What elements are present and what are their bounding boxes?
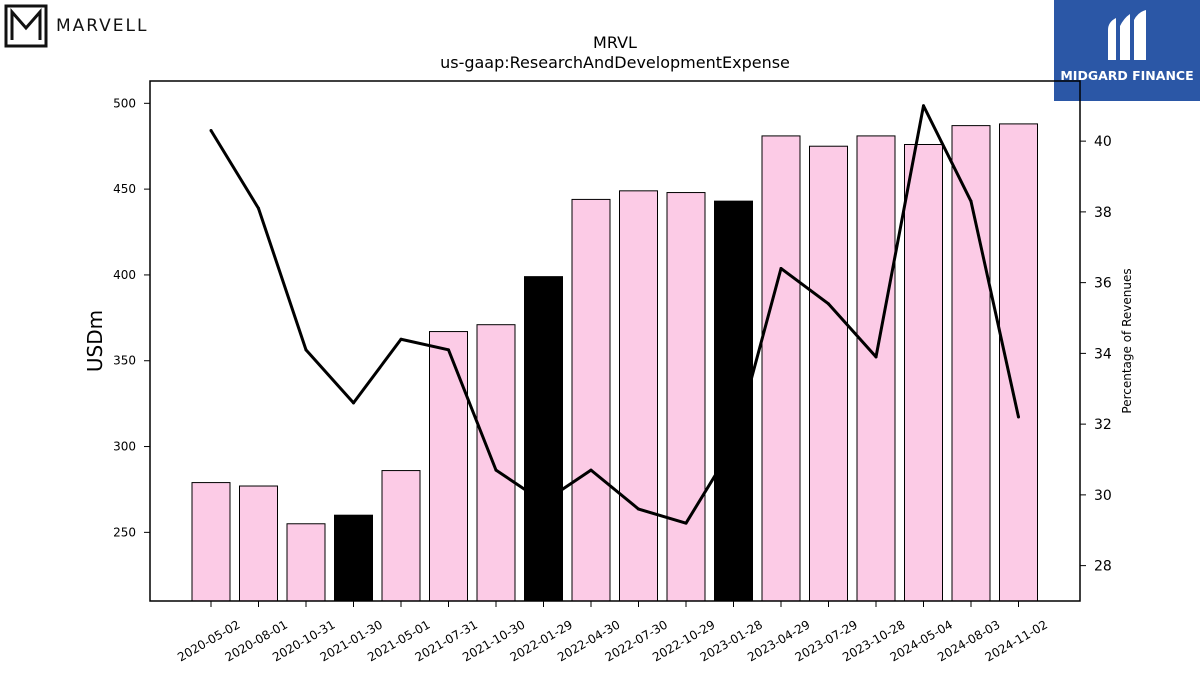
y2-tick-label: 30 (1094, 488, 1112, 504)
bar-2021-01-30 (334, 514, 373, 602)
line-point-2021-07-31 (447, 348, 450, 352)
line-point-2023-01-28 (732, 443, 735, 447)
y2-tick-label: 32 (1094, 417, 1112, 433)
y2-tick-label: 40 (1094, 134, 1112, 150)
line-point-2021-10-30 (494, 468, 498, 472)
y2-axis-label: Percentage of Revenues (1120, 268, 1134, 413)
marvell-logo: MARVELL (4, 4, 164, 48)
midgard-mark-icon (1108, 10, 1146, 60)
bar-2023-07-29 (809, 145, 848, 602)
bar-2022-10-29 (666, 192, 706, 602)
line-point-2023-04-29 (779, 266, 783, 270)
y-axis-left: 250 300 350 400 450 500 (113, 96, 150, 539)
bar-2023-04-29 (761, 135, 801, 602)
bar-2020-05-02 (191, 482, 231, 602)
chart-subtitle: us-gaap:ResearchAndDevelopmentExpense (440, 53, 790, 72)
marvell-wordmark: MARVELL (56, 16, 149, 36)
y2-tick-label: 38 (1094, 205, 1112, 221)
y-tick-label: 250 (113, 525, 136, 539)
y-tick-label: 500 (113, 96, 136, 110)
y-tick-label: 400 (113, 268, 136, 282)
midgard-finance-wordmark: MIDGARD FINANCE (1060, 68, 1194, 83)
bar-2023-10-28 (856, 135, 896, 602)
bar-2020-08-01 (239, 485, 278, 602)
line-point-2022-07-30 (637, 507, 640, 511)
midgard-finance-logo: MIDGARD FINANCE (1054, 0, 1200, 101)
line-point-2024-08-03 (969, 199, 973, 203)
line-point-2022-04-30 (589, 468, 593, 472)
line-point-2021-05-01 (399, 337, 403, 341)
y-axis-right: 28 30 32 34 36 38 40 (1080, 134, 1112, 575)
bar-2021-10-30 (476, 324, 516, 602)
line-series (209, 104, 1020, 525)
bar-2022-01-29 (524, 276, 563, 602)
bar-2021-07-31 (429, 331, 468, 602)
y-tick-label: 300 (113, 440, 136, 454)
line-point-2023-07-29 (827, 302, 830, 306)
line-point-2024-11-02 (1017, 415, 1020, 419)
line-point-2020-05-02 (209, 129, 213, 133)
bar-2024-05-04 (904, 143, 943, 602)
percentage-line (209, 104, 1020, 525)
y-tick-label: 350 (113, 354, 136, 368)
bar-2022-07-30 (619, 190, 658, 602)
bar-2022-04-30 (571, 198, 611, 602)
x-axis: 2020-05-022020-08-012020-10-312021-01-30… (175, 601, 1050, 664)
line-point-2020-10-31 (304, 348, 308, 352)
y2-tick-label: 34 (1094, 346, 1112, 362)
line-point-2022-10-29 (684, 521, 688, 525)
y-tick-label: 450 (113, 182, 136, 196)
plot-frame (149, 80, 1081, 602)
y2-tick-label: 28 (1094, 559, 1112, 575)
line-point-2023-10-28 (874, 355, 878, 359)
line-point-2021-01-30 (352, 401, 355, 405)
line-point-2024-05-04 (922, 104, 925, 108)
bar-2020-10-31 (286, 523, 326, 602)
chart-title: MRVL (593, 33, 637, 52)
marvell-mark-icon (4, 4, 48, 48)
bar-2024-08-03 (951, 125, 991, 602)
y-axis-label: USDm (83, 310, 107, 372)
bar-2021-05-01 (381, 470, 421, 602)
line-point-2020-08-01 (257, 206, 260, 210)
y2-tick-label: 36 (1094, 276, 1112, 292)
line-point-2022-01-29 (542, 500, 545, 504)
